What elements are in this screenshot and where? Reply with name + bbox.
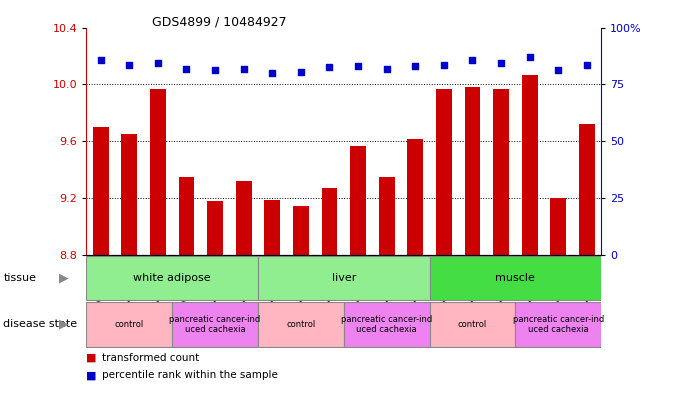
Bar xyxy=(172,301,258,347)
Bar xyxy=(379,177,395,255)
Point xyxy=(209,67,220,73)
Text: ■: ■ xyxy=(86,353,97,363)
Point xyxy=(581,61,592,68)
Point xyxy=(181,66,192,72)
Bar xyxy=(150,89,166,255)
Text: tissue: tissue xyxy=(3,273,37,283)
Point xyxy=(324,64,335,71)
Bar xyxy=(236,182,252,255)
Text: pancreatic cancer-ind
uced cachexia: pancreatic cancer-ind uced cachexia xyxy=(513,314,604,334)
Text: GDS4899 / 10484927: GDS4899 / 10484927 xyxy=(152,16,287,29)
Bar xyxy=(321,189,337,255)
Text: control: control xyxy=(458,320,487,329)
Bar xyxy=(551,198,566,255)
Bar xyxy=(464,87,480,255)
Text: disease state: disease state xyxy=(3,319,77,329)
Point xyxy=(295,68,306,75)
Bar xyxy=(430,256,601,300)
Bar xyxy=(522,75,538,255)
Point xyxy=(467,57,478,63)
Text: percentile rank within the sample: percentile rank within the sample xyxy=(102,370,278,380)
Bar xyxy=(436,89,452,255)
Point xyxy=(267,70,278,76)
Bar xyxy=(258,256,430,300)
Bar xyxy=(178,177,194,255)
Point xyxy=(438,61,449,68)
Point xyxy=(238,66,249,72)
Text: control: control xyxy=(115,320,144,329)
Text: ▶: ▶ xyxy=(59,272,68,285)
Bar xyxy=(408,139,423,255)
Point xyxy=(124,61,135,68)
Text: ■: ■ xyxy=(86,370,97,380)
Text: white adipose: white adipose xyxy=(133,273,211,283)
Point xyxy=(381,66,392,72)
Bar xyxy=(293,206,309,255)
Point xyxy=(410,63,421,69)
Point xyxy=(152,60,163,66)
Bar xyxy=(430,301,515,347)
Bar xyxy=(350,146,366,255)
Text: control: control xyxy=(286,320,316,329)
Bar xyxy=(207,201,223,255)
Point xyxy=(495,60,507,66)
Text: ▶: ▶ xyxy=(59,318,68,331)
Bar xyxy=(86,256,258,300)
Bar xyxy=(122,134,137,255)
Text: liver: liver xyxy=(332,273,356,283)
Point xyxy=(352,63,363,69)
Text: pancreatic cancer-ind
uced cachexia: pancreatic cancer-ind uced cachexia xyxy=(341,314,433,334)
Bar xyxy=(493,89,509,255)
Point xyxy=(95,57,106,63)
Bar xyxy=(343,301,430,347)
Text: muscle: muscle xyxy=(495,273,536,283)
Bar xyxy=(265,200,280,255)
Point xyxy=(524,54,536,61)
Text: transformed count: transformed count xyxy=(102,353,199,363)
Point xyxy=(553,67,564,73)
Bar xyxy=(93,127,108,255)
Bar xyxy=(579,125,595,255)
Bar xyxy=(86,301,172,347)
Text: pancreatic cancer-ind
uced cachexia: pancreatic cancer-ind uced cachexia xyxy=(169,314,261,334)
Bar xyxy=(258,301,344,347)
Bar xyxy=(515,301,601,347)
